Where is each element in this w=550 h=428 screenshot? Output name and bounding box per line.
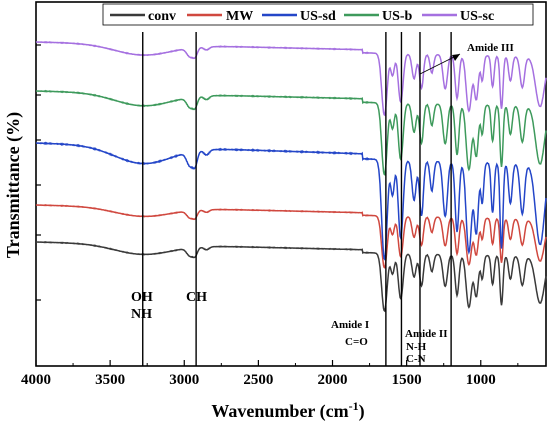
x-tick-label: 2500 — [243, 372, 273, 388]
y-axis-label: Transmittance (%) — [3, 112, 24, 258]
x-tick-label: 1500 — [392, 372, 422, 388]
legend-label-us-b: US-b — [382, 9, 413, 24]
x-axis-label: Wavenumber (cm-1) — [211, 399, 364, 422]
amide-iii-arrowhead — [452, 54, 460, 61]
tick-layer: 4000 3500 3000 2500 2000 1500 1000 — [21, 44, 519, 388]
annotation-amide-iii: Amide III — [467, 42, 514, 54]
x-axis-label-sup: -1 — [349, 399, 359, 413]
x-tick-label: 1000 — [466, 372, 496, 388]
annotation-nh: NH — [131, 307, 152, 322]
series-line-mw — [35, 204, 547, 269]
x-tick-label: 4000 — [21, 372, 51, 388]
annotation-amide-i: Amide I — [331, 319, 369, 331]
annotation-cn: C-N — [406, 353, 426, 365]
x-tick-label: 2000 — [318, 372, 348, 388]
legend: conv MW US-sd US-b US-sc — [102, 3, 534, 26]
plot-frame — [35, 1, 547, 367]
x-tick-label: 3500 — [95, 372, 125, 388]
annotation-co: C=O — [345, 336, 368, 348]
legend-label-mw: MW — [226, 9, 253, 24]
annotation-amide-ii: Amide II — [405, 328, 447, 340]
series-line-us-sc — [35, 40, 547, 117]
x-axis-label-main: Wavenumber (cm — [211, 401, 348, 422]
annotation-ch: CH — [186, 290, 207, 305]
series-layer — [35, 40, 547, 313]
legend-label-us-sc: US-sc — [460, 9, 494, 24]
annotation-oh: OH — [131, 290, 153, 305]
marker-layer — [142, 32, 452, 366]
series-line-us-b — [35, 89, 547, 177]
legend-label-conv: conv — [148, 9, 176, 24]
series-line-us-sd — [35, 141, 547, 261]
series-line-conv — [35, 241, 547, 313]
legend-box — [102, 3, 534, 26]
legend-label-us-sd: US-sd — [300, 9, 336, 24]
x-axis-label-end: ) — [359, 401, 365, 422]
x-tick-label: 3000 — [169, 372, 199, 388]
annotation-nh-2: N-H — [406, 341, 427, 353]
